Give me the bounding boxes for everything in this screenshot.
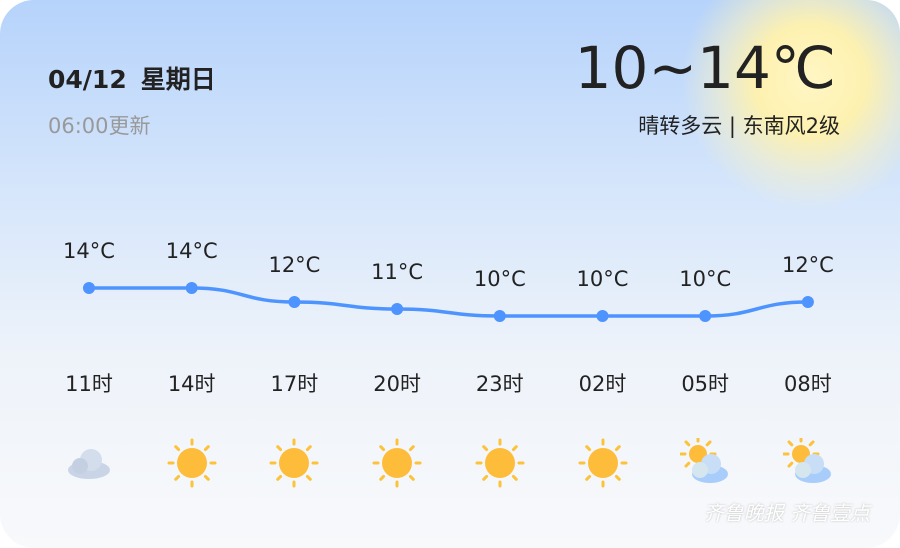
hour-label: 05时 — [681, 372, 730, 396]
temperature-point — [391, 303, 404, 315]
weather-description: 晴转多云 | 东南风2级 — [638, 114, 840, 138]
hour-label: 17时 — [270, 372, 319, 396]
update-time: 06:00更新 — [48, 114, 151, 138]
temperature-point — [596, 310, 609, 322]
date: 04/12 星期日 — [48, 60, 216, 96]
hour-label: 20时 — [373, 372, 421, 396]
temperature-label: 11°C — [371, 260, 423, 284]
watermark: 齐鲁晚报 齐鲁壹点 — [703, 501, 870, 525]
temperature-point — [83, 282, 95, 294]
sunny-icon — [269, 438, 319, 488]
sunny-icon — [578, 438, 628, 488]
date-text: 04/12 — [48, 65, 127, 94]
temperature-point — [801, 296, 814, 308]
partly-cloudy-icon — [679, 435, 730, 488]
temperature-label: 12°C — [268, 253, 320, 277]
sunny-icon — [167, 438, 217, 488]
sunny-icon — [372, 438, 422, 488]
hour-label: 08时 — [784, 372, 832, 396]
temperature-line — [89, 286, 808, 318]
hour-label: 23时 — [475, 372, 524, 396]
hour-label: 11时 — [65, 372, 113, 396]
temperature-label: 14°C — [63, 239, 115, 263]
temperature-label: 10°C — [474, 267, 526, 291]
cloudy-icon — [64, 438, 114, 488]
temp-range: 10~14℃ — [574, 34, 836, 102]
temperature-point — [288, 296, 301, 308]
hour-label: 14时 — [167, 372, 216, 396]
temperature-label: 10°C — [577, 267, 629, 291]
temperature-label: 10°C — [679, 267, 731, 291]
sunny-icon — [475, 438, 525, 488]
hour-label: 02时 — [578, 372, 627, 396]
temperature-point — [185, 282, 198, 294]
temperature-point — [493, 310, 506, 322]
weekday: 星期日 — [140, 65, 216, 94]
partly-cloudy-icon — [782, 435, 833, 488]
temperature-point — [699, 310, 712, 322]
temperature-label: 14°C — [166, 239, 218, 263]
temperature-label: 12°C — [782, 253, 834, 277]
